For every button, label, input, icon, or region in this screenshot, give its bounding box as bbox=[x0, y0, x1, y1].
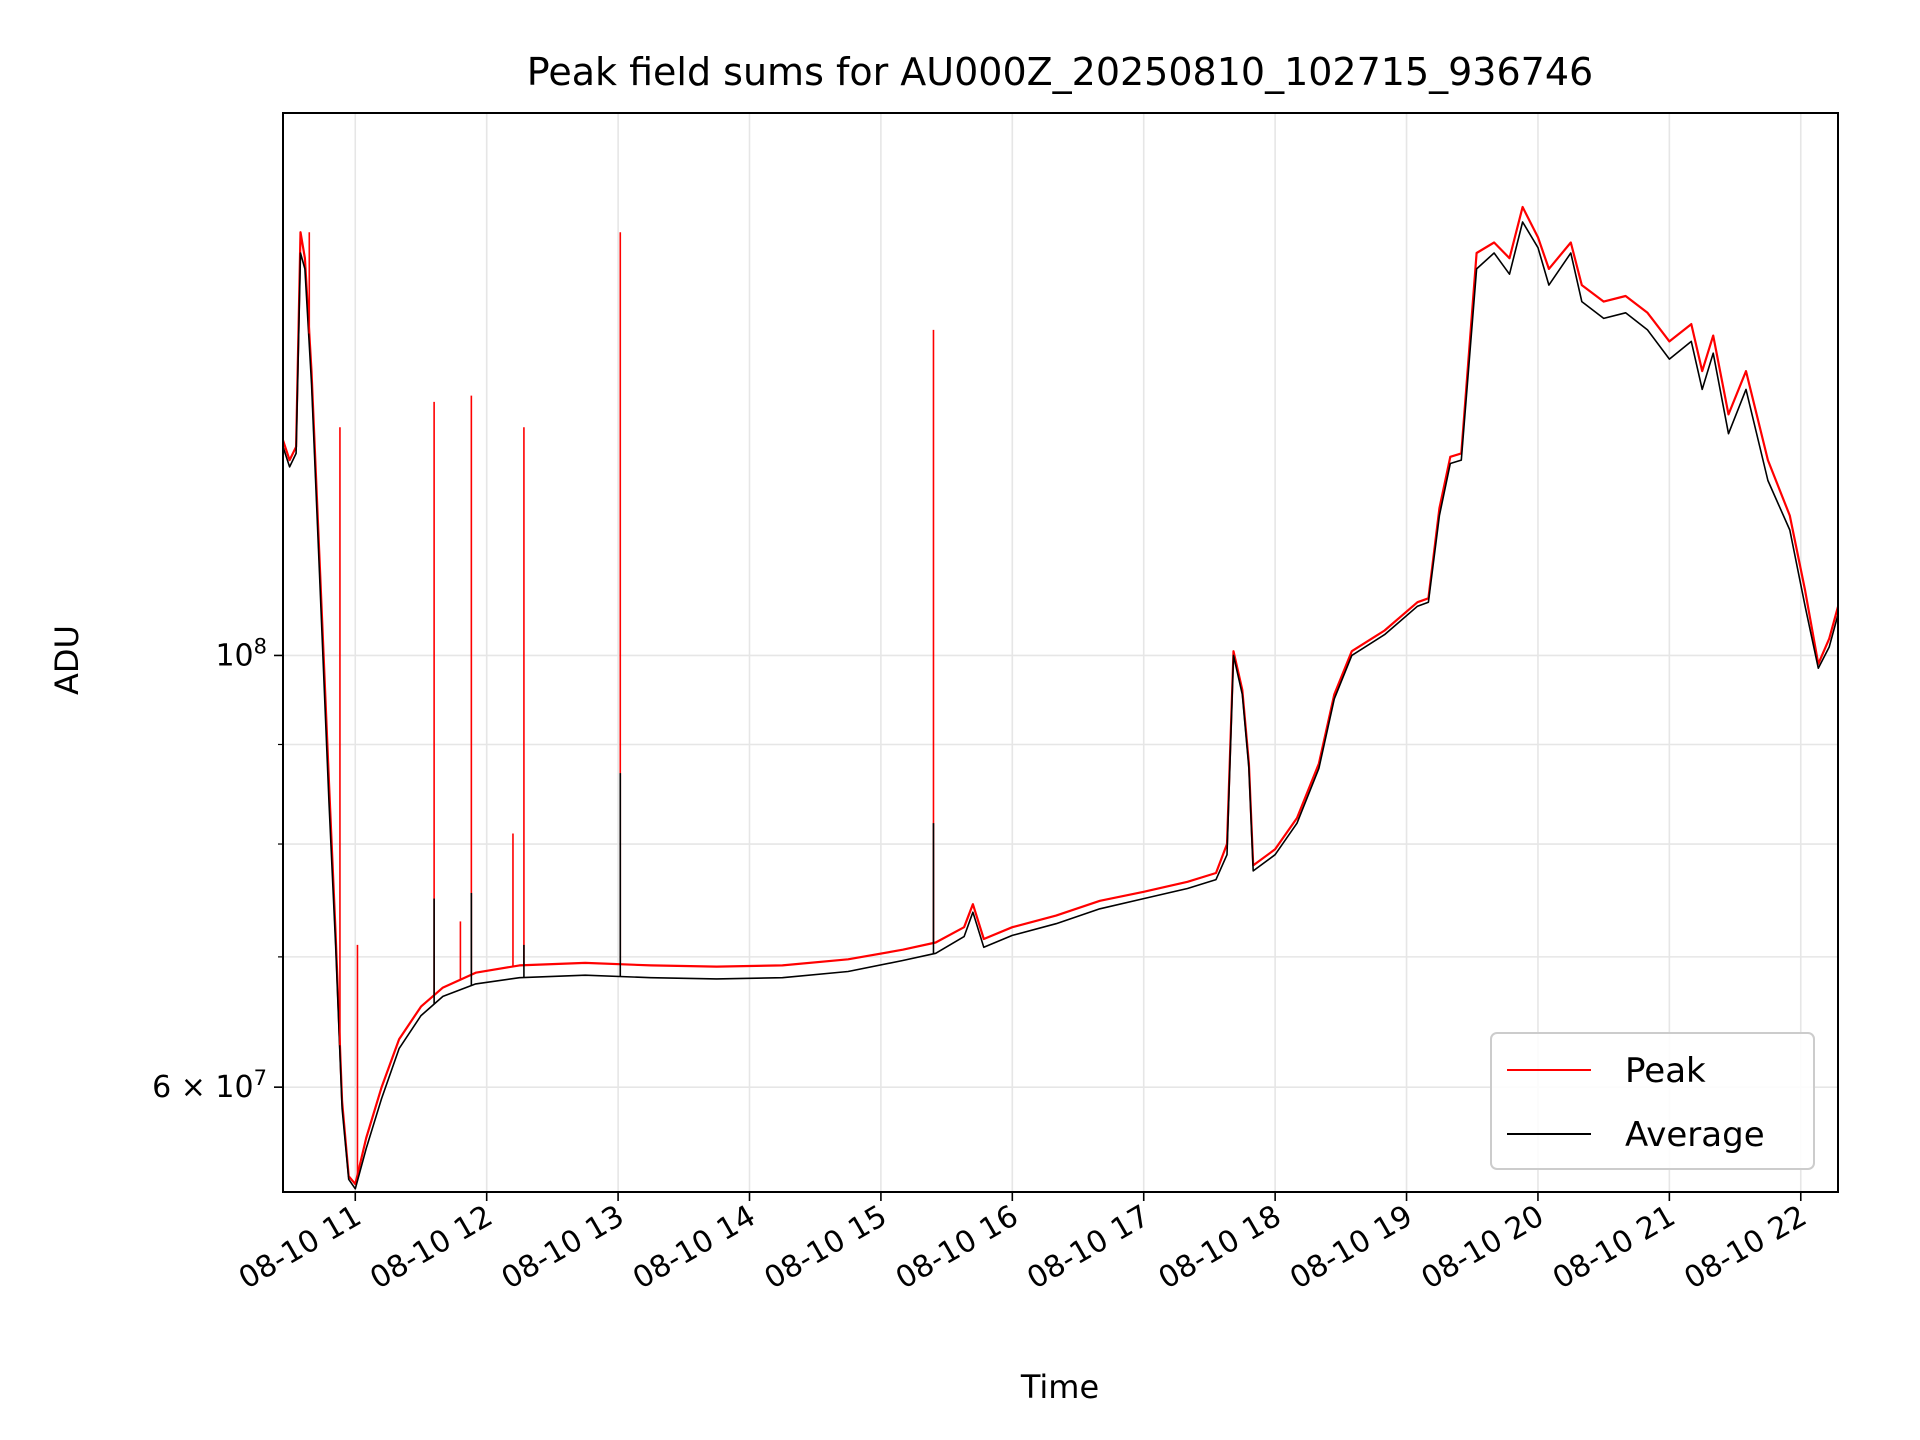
x-axis-title: Time bbox=[1020, 1368, 1099, 1406]
y-axis-title: ADU bbox=[48, 625, 86, 695]
y-tick-label: 108 bbox=[215, 634, 267, 673]
legend: Peak Average bbox=[1490, 1032, 1815, 1170]
y-tick-label: 6 × 107 bbox=[152, 1066, 267, 1105]
legend-label-peak: Peak bbox=[1625, 1051, 1706, 1091]
chart-title: Peak field sums for AU000Z_20250810_1027… bbox=[527, 50, 1593, 94]
series-line-average bbox=[283, 221, 1838, 1190]
axes-frame bbox=[282, 112, 1839, 1193]
legend-label-average: Average bbox=[1625, 1115, 1765, 1155]
series-line-peak bbox=[283, 205, 1838, 1186]
